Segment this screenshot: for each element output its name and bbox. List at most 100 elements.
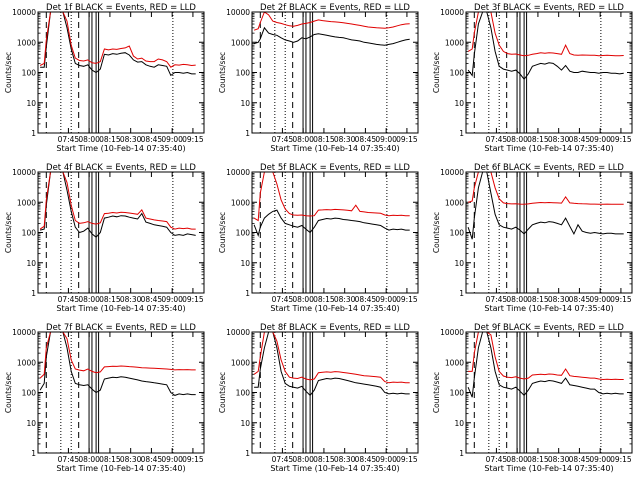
y-tick-label: 10000	[12, 8, 36, 17]
x-tick-label: 08:00	[506, 135, 528, 144]
x-tick-label: 09:00	[161, 455, 183, 464]
panel-det-6f: Det 6f BLACK = Events, RED = LLD 1 10 100 10…	[432, 163, 633, 313]
y-tick-label: 100	[450, 69, 465, 78]
series-lld-line	[467, 12, 624, 57]
series-events-line	[467, 12, 624, 81]
plot-frame	[465, 11, 633, 134]
y-tick-label: 100	[22, 389, 37, 398]
x-axis-label: Start Time (10-Feb-14 07:35:40)	[56, 304, 185, 313]
x-axis-label: Start Time (10-Feb-14 07:35:40)	[484, 464, 613, 473]
x-tick-label: 08:45	[355, 455, 377, 464]
y-tick-label: 10000	[440, 168, 464, 177]
x-tick-label: 08:30	[120, 135, 142, 144]
panel-det-5f: Det 5f BLACK = Events, RED = LLD 1 10 100 10…	[218, 163, 419, 313]
y-tick-label: 1000	[445, 358, 464, 367]
panel-title: Det 5f BLACK = Events, RED = LLD	[260, 163, 410, 173]
y-axis-label: Counts/sec	[4, 212, 13, 253]
y-tick-label: 1000	[17, 358, 36, 367]
x-tick-label: 07:45	[58, 135, 80, 144]
marker-lines	[259, 172, 388, 293]
x-axis-label: Start Time (10-Feb-14 07:35:40)	[56, 464, 185, 473]
x-tick-label: 08:00	[78, 135, 100, 144]
marker-lines	[45, 12, 174, 133]
x-tick-label: 09:15	[182, 455, 204, 464]
y-tick-label: 10000	[440, 8, 464, 17]
y-axis-label: Counts/sec	[218, 212, 227, 253]
y-axis-label: Counts/sec	[432, 372, 441, 413]
series-events-line	[39, 172, 196, 238]
x-axis-label: Start Time (10-Feb-14 07:35:40)	[484, 144, 613, 153]
y-tick-label: 1000	[231, 38, 250, 47]
y-tick-label: 10	[454, 419, 464, 428]
panel-title: Det 9f BLACK = Events, RED = LLD	[474, 323, 624, 333]
y-tick-label: 1	[31, 289, 36, 298]
x-tick-label: 08:15	[313, 455, 335, 464]
x-tick-label: 08:30	[334, 295, 356, 304]
series-lld-line	[39, 172, 196, 230]
plot-frame	[251, 171, 419, 294]
x-tick-label: 08:00	[506, 295, 528, 304]
x-tick-label: 08:00	[292, 455, 314, 464]
y-tick-label: 1000	[445, 198, 464, 207]
x-tick-label: 08:15	[527, 455, 549, 464]
x-axis-label: Start Time (10-Feb-14 07:35:40)	[56, 144, 185, 153]
x-tick-label: 09:00	[589, 455, 611, 464]
x-tick-label: 09:00	[375, 135, 397, 144]
x-tick-label: 08:15	[527, 295, 549, 304]
x-tick-label: 08:45	[141, 295, 163, 304]
y-tick-label: 1	[459, 129, 464, 138]
x-tick-label: 07:45	[486, 455, 508, 464]
plot-frame	[465, 331, 633, 454]
y-axis-label: Counts/sec	[218, 372, 227, 413]
panel-title: Det 4f BLACK = Events, RED = LLD	[46, 163, 196, 173]
series-events-line	[467, 332, 624, 398]
series-group	[467, 12, 624, 81]
x-tick-label: 08:00	[506, 455, 528, 464]
x-tick-label: 08:00	[292, 135, 314, 144]
x-tick-label: 09:15	[610, 455, 632, 464]
y-tick-label: 1	[459, 289, 464, 298]
x-tick-label: 09:00	[375, 295, 397, 304]
x-tick-label: 09:00	[161, 295, 183, 304]
x-tick-label: 08:30	[120, 295, 142, 304]
panel-title: Det 6f BLACK = Events, RED = LLD	[474, 163, 624, 173]
series-group	[467, 172, 624, 240]
marker-lines	[259, 12, 388, 133]
x-tick-label: 08:45	[569, 455, 591, 464]
series-lld-line	[253, 12, 410, 31]
y-tick-label: 100	[22, 69, 37, 78]
y-tick-label: 1	[245, 289, 250, 298]
x-tick-label: 08:45	[569, 135, 591, 144]
y-tick-label: 1000	[231, 198, 250, 207]
plot-frame	[37, 171, 205, 294]
x-tick-label: 09:15	[610, 135, 632, 144]
series-group	[467, 332, 624, 398]
y-tick-label: 10	[454, 99, 464, 108]
plot-frame	[251, 11, 419, 134]
panel-title: Det 8f BLACK = Events, RED = LLD	[260, 323, 410, 333]
x-tick-label: 08:15	[99, 455, 121, 464]
y-tick-label: 10000	[226, 168, 250, 177]
series-lld-line	[253, 332, 410, 384]
marker-lines	[259, 332, 388, 453]
marker-lines	[473, 172, 602, 293]
x-tick-label: 08:30	[334, 135, 356, 144]
series-lld-line	[253, 172, 410, 222]
x-axis-label: Start Time (10-Feb-14 07:35:40)	[270, 144, 399, 153]
y-tick-label: 10000	[226, 328, 250, 337]
y-tick-label: 1000	[231, 358, 250, 367]
x-tick-label: 09:00	[589, 135, 611, 144]
panel-det-7f: Det 7f BLACK = Events, RED = LLD 1 10 100 10…	[4, 323, 205, 473]
x-tick-label: 08:45	[569, 295, 591, 304]
y-tick-label: 1	[31, 449, 36, 458]
y-tick-label: 10000	[12, 168, 36, 177]
x-tick-label: 07:45	[272, 455, 294, 464]
panel-det-2f: Det 2f BLACK = Events, RED = LLD 1 10 100 10…	[218, 3, 419, 153]
x-tick-label: 07:45	[486, 135, 508, 144]
y-tick-label: 10	[26, 259, 36, 268]
x-tick-label: 08:45	[141, 455, 163, 464]
y-tick-label: 10	[240, 419, 250, 428]
panel-title: Det 3f BLACK = Events, RED = LLD	[474, 3, 624, 13]
x-tick-label: 08:15	[313, 135, 335, 144]
y-tick-label: 10	[26, 99, 36, 108]
